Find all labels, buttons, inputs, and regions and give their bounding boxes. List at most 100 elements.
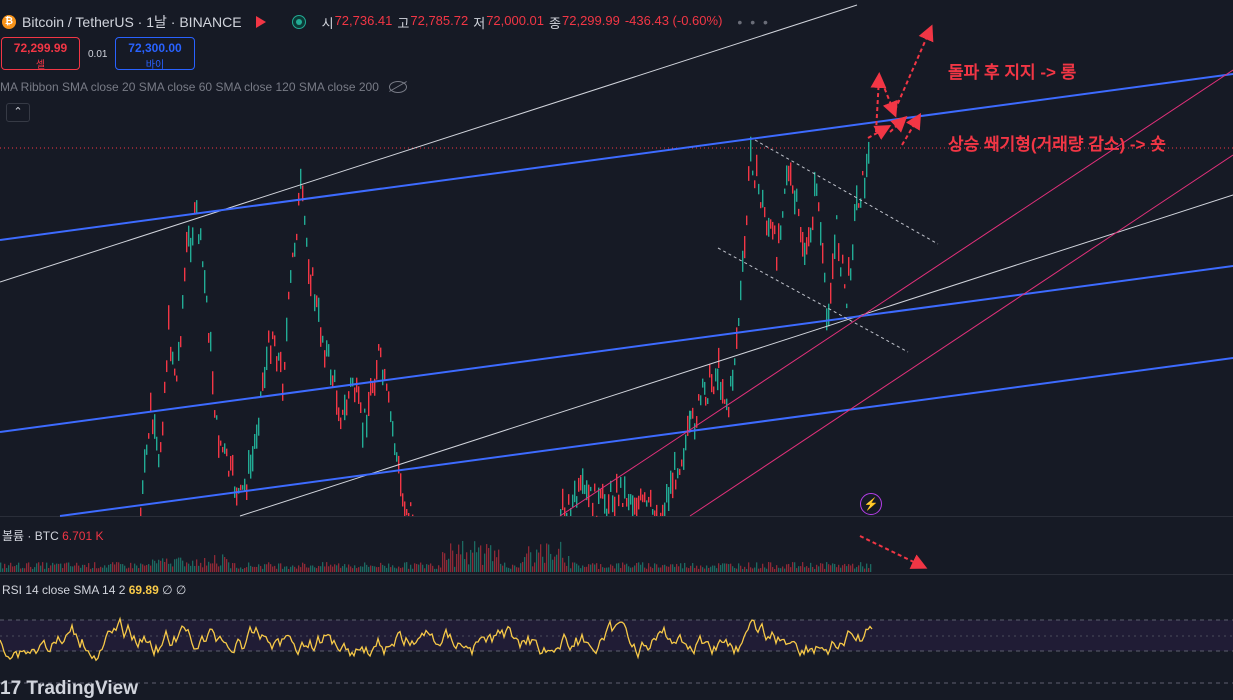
arrow-volume-decline[interactable] — [859, 535, 928, 569]
hidden-eye-icon[interactable] — [388, 81, 407, 93]
volume-bar — [150, 565, 152, 572]
candle — [768, 217, 770, 237]
volume-bar — [768, 562, 770, 572]
volume-bar — [396, 568, 398, 572]
arrow-small-2[interactable] — [889, 115, 908, 133]
candle — [240, 484, 242, 491]
arrow-up-breakout[interactable] — [870, 72, 887, 133]
volume-bar — [464, 559, 466, 572]
rsi-legend[interactable]: RSI 14 close SMA 14 2 69.89 ∅ ∅ — [2, 583, 186, 597]
arrow-retest[interactable] — [881, 81, 898, 118]
volume-bar — [842, 565, 844, 572]
volume-bar — [752, 568, 754, 572]
arrow-small-3[interactable] — [901, 112, 922, 146]
volume-bar — [408, 568, 410, 572]
candle — [382, 369, 384, 386]
candle — [152, 419, 154, 435]
symbol-title[interactable]: Bitcoin / TetherUS · 1날 · BINANCE — [22, 14, 242, 30]
volume-bar — [116, 562, 118, 572]
volume-bar — [352, 568, 354, 572]
volume-legend[interactable]: 볼륨 · BTC 6.701 K — [2, 527, 103, 544]
volume-bar — [776, 565, 778, 572]
candle — [794, 190, 796, 215]
wedge-lower-dotted[interactable] — [717, 247, 909, 353]
candle — [188, 225, 190, 247]
blue-channel-bottom[interactable] — [59, 357, 1233, 517]
tradingview-logo[interactable]: 17 TradingView — [0, 678, 138, 699]
arrow-small-1[interactable] — [867, 125, 892, 140]
candle — [600, 488, 602, 499]
flag-icon[interactable] — [255, 16, 266, 28]
volume-bar — [88, 563, 90, 572]
volume-bar — [326, 562, 328, 572]
white-channel-lower[interactable] — [239, 194, 1233, 517]
ma-ribbon-legend[interactable]: MA Ribbon SMA close 20 SMA close 60 SMA … — [0, 80, 407, 94]
volume-bar — [86, 567, 88, 572]
candle — [384, 368, 386, 381]
volume-bar — [42, 562, 44, 572]
wedge-upper-dotted[interactable] — [754, 139, 939, 245]
volume-bar — [622, 562, 624, 572]
market-status-icon[interactable] — [291, 15, 306, 29]
volume-bar — [68, 562, 70, 572]
short-note[interactable]: 상승 쐐기형(거래량 감소) -> 숏 — [948, 135, 1166, 154]
volume-bar — [418, 564, 420, 572]
volume-bar — [354, 565, 356, 572]
blue-channel-mid[interactable] — [0, 265, 1233, 433]
volume-bar — [710, 566, 712, 572]
drawings[interactable] — [0, 4, 1233, 517]
volume-bar — [106, 567, 108, 572]
pink-trendline-1[interactable] — [559, 69, 1233, 517]
candle — [564, 507, 566, 516]
volume-bar — [484, 553, 486, 572]
candle — [742, 250, 744, 272]
long-note[interactable]: 돌파 후 지지 -> 롱 — [948, 63, 1077, 82]
candle — [364, 408, 366, 413]
pink-trendline-2[interactable] — [689, 154, 1233, 517]
volume-bar — [4, 563, 6, 572]
candle — [588, 484, 590, 508]
candle — [802, 231, 804, 257]
candle — [204, 270, 206, 294]
candle — [646, 500, 648, 507]
candle — [677, 468, 679, 479]
candle — [576, 496, 578, 508]
candle — [192, 227, 194, 246]
buy-button[interactable]: 72,300.00 바이 — [115, 37, 195, 71]
candle — [196, 200, 198, 213]
candle — [366, 414, 368, 438]
sell-button[interactable]: 72,299.99 셀 — [1, 37, 80, 71]
volume-bar — [310, 565, 312, 572]
white-channel-upper[interactable] — [0, 4, 858, 283]
candle — [224, 443, 226, 454]
volume-bar — [808, 567, 810, 572]
volume-bar — [230, 568, 232, 572]
volume-bar — [682, 568, 684, 572]
candle — [412, 514, 414, 516]
candle — [226, 448, 228, 457]
collapse-legend-button[interactable]: ⌃ — [6, 103, 30, 122]
candle — [862, 170, 864, 176]
candle — [738, 317, 740, 327]
candle — [754, 180, 756, 189]
arrow-annotations[interactable] — [859, 24, 934, 569]
volume-bar — [480, 545, 482, 572]
lightning-icon[interactable]: ⚡ — [860, 493, 882, 515]
candle — [572, 494, 574, 508]
candle — [332, 375, 334, 388]
candle — [242, 485, 244, 490]
volume-bar — [276, 568, 278, 572]
volume-bar — [356, 568, 358, 572]
volume-bar — [376, 567, 378, 572]
more-icon[interactable]: • • • — [737, 14, 770, 30]
volume-bar — [262, 568, 264, 572]
candle — [784, 188, 786, 194]
volume-bar — [798, 566, 800, 572]
arrow-long-target[interactable] — [894, 24, 934, 111]
candle — [568, 494, 570, 505]
candle — [717, 368, 719, 391]
blue-channel-top[interactable] — [0, 73, 1233, 241]
volume-bar — [264, 564, 266, 572]
candle — [679, 468, 681, 475]
